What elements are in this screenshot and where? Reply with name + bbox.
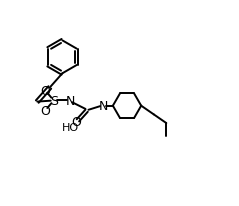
Text: HO: HO — [62, 123, 79, 132]
Text: S: S — [50, 95, 58, 107]
Text: O: O — [40, 105, 50, 118]
Text: N: N — [98, 100, 108, 113]
Text: O: O — [40, 84, 50, 97]
Text: N: N — [65, 95, 75, 107]
Text: O: O — [71, 115, 81, 128]
